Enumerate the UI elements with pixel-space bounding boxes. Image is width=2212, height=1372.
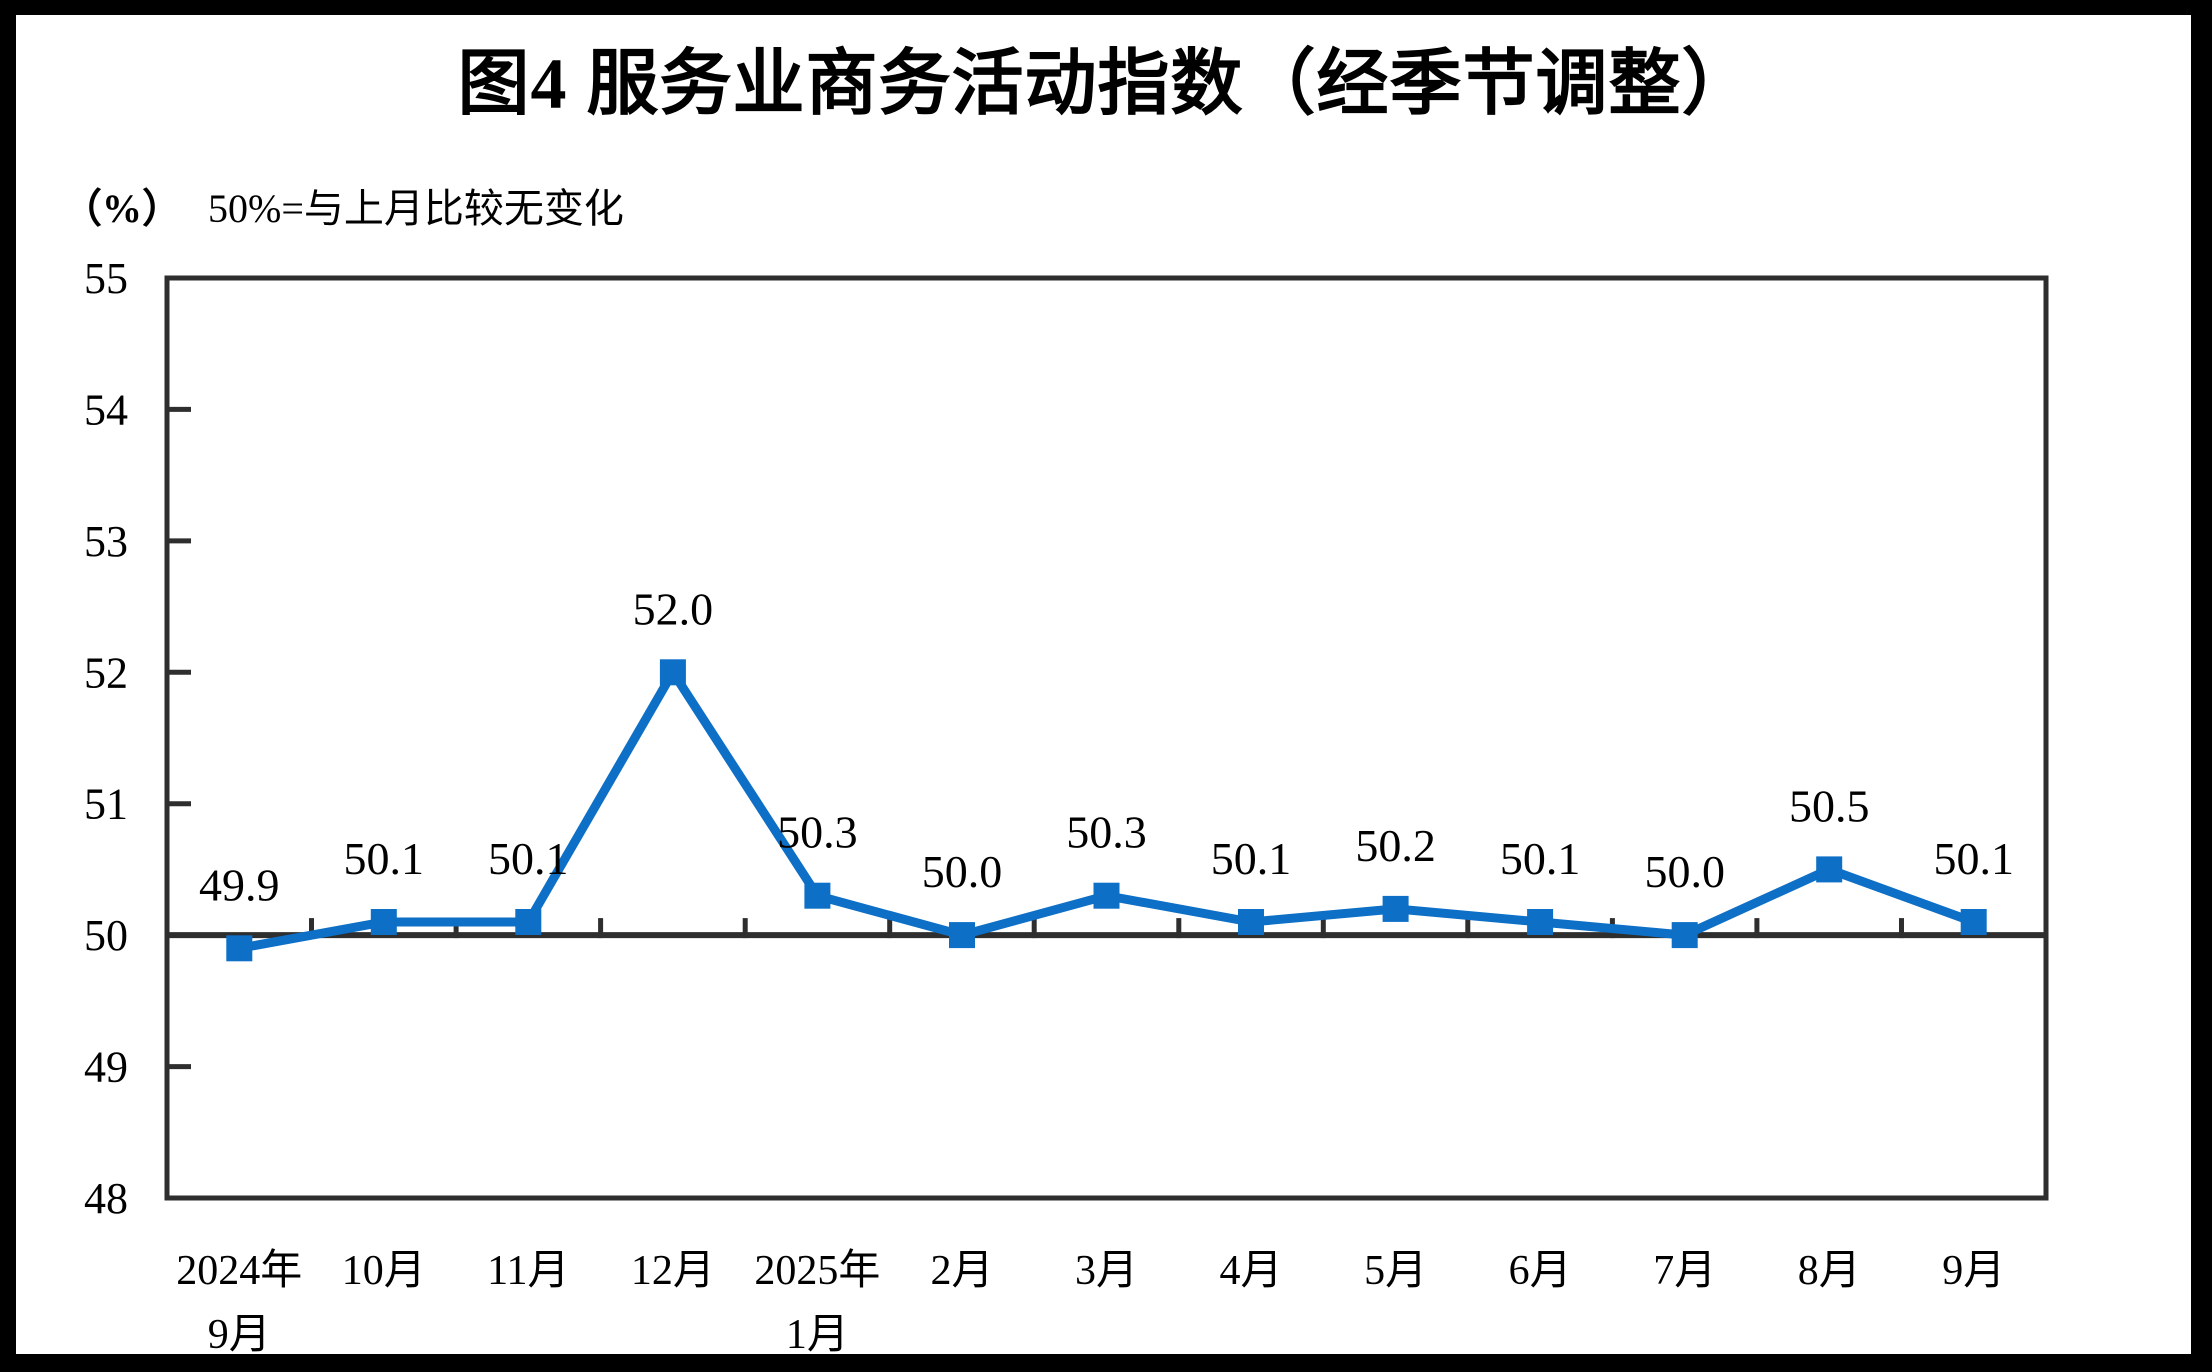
data-point-marker (1382, 895, 1409, 922)
y-axis-tick-label: 48 (84, 1174, 128, 1223)
x-axis-category-label: 12月 (631, 1248, 715, 1294)
y-axis-tick-label: 52 (84, 648, 128, 697)
data-point-marker (515, 909, 542, 935)
data-point-label: 50.1 (344, 833, 425, 884)
data-point-marker (949, 922, 975, 949)
y-axis-tick-label: 53 (84, 517, 128, 566)
x-axis-category-label: 10月 (342, 1248, 426, 1294)
y-axis-tick-label: 50 (84, 911, 128, 960)
data-point-marker (659, 659, 686, 686)
data-point-label: 50.1 (1933, 833, 2014, 884)
y-axis-tick-label: 51 (84, 780, 128, 829)
x-axis-category-label: 3月 (1075, 1248, 1138, 1294)
x-axis-category-label: 8月 (1798, 1248, 1861, 1294)
y-axis-tick-label: 54 (84, 385, 128, 434)
data-point-label: 49.9 (199, 859, 280, 910)
data-point-marker (1527, 909, 1554, 935)
x-axis-category-label: 2024年 9月 (176, 1247, 302, 1358)
x-axis-category-label: 7月 (1653, 1248, 1716, 1294)
chart-subtitle: （%） 50%=与上月比较无变化 (62, 176, 624, 234)
data-point-marker (1093, 882, 1120, 909)
chart-canvas (16, 15, 2191, 1354)
chart-title: 图4 服务业商务活动指数（经季节调整） (457, 44, 1755, 124)
x-axis-category-label: 5月 (1364, 1248, 1427, 1294)
data-point-label: 50.0 (1644, 846, 1725, 897)
data-point-marker (1671, 922, 1698, 949)
x-axis-category-label: 2025年 1月 (754, 1247, 880, 1358)
data-point-label: 50.1 (1500, 833, 1581, 884)
data-point-label: 50.5 (1789, 780, 1870, 831)
data-point-marker (1816, 856, 1843, 883)
reference-line-note: 50%=与上月比较无变化 (208, 186, 624, 231)
data-point-label: 50.3 (777, 807, 858, 858)
x-axis-category-label: 9月 (1942, 1248, 2005, 1294)
y-axis-tick-label: 55 (84, 254, 128, 303)
data-point-label: 50.1 (1211, 833, 1292, 884)
data-point-marker (1238, 909, 1264, 935)
x-axis-category-label: 11月 (487, 1248, 569, 1294)
data-point-label: 52.0 (633, 583, 714, 634)
y-axis-unit-label: （%） (62, 186, 182, 231)
data-point-marker (226, 935, 253, 962)
data-point-label: 50.0 (922, 846, 1003, 897)
x-axis-category-label: 4月 (1219, 1248, 1282, 1294)
x-axis-category-label: 2月 (930, 1248, 993, 1294)
x-axis-category-label: 6月 (1509, 1248, 1572, 1294)
data-point-marker (370, 909, 397, 935)
data-point-marker (1960, 909, 1987, 935)
y-axis-tick-label: 49 (84, 1043, 128, 1092)
data-point-label: 50.3 (1066, 807, 1147, 858)
data-point-label: 50.1 (488, 833, 569, 884)
data-point-marker (804, 882, 831, 909)
plot-frame (164, 275, 2049, 1201)
data-point-label: 50.2 (1355, 820, 1436, 871)
